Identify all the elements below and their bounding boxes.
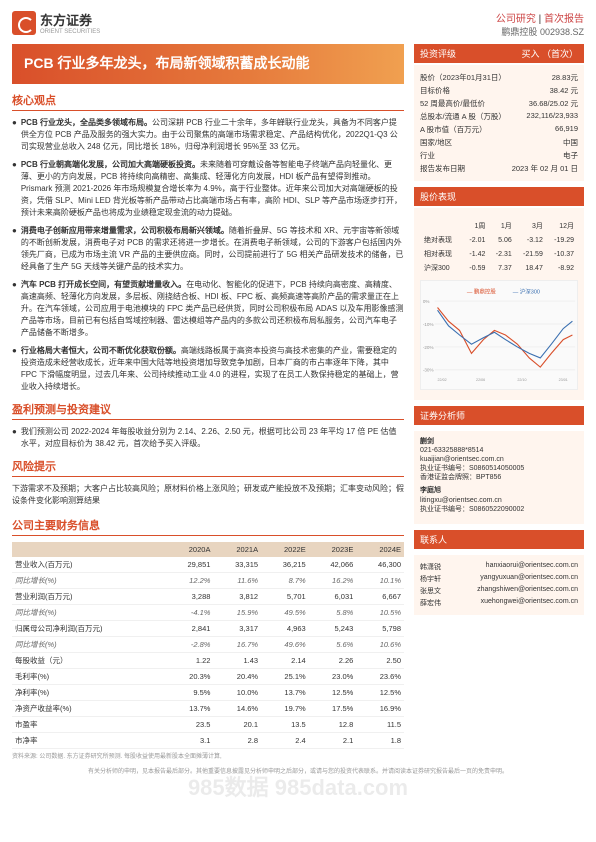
bullet-item: PCB 行业龙头，全品类多领域布局。公司深耕 PCB 行业二十余年，多年蝉联行业… [12, 117, 404, 153]
fin-source: 资料来源: 公司数据. 东方证券研究所预测. 每股收益使用最新股本全面摊薄计算, [12, 751, 404, 760]
fin-row: 市净率3.12.82.42.11.8 [12, 732, 404, 748]
fin-row: 每股收益（元）1.221.432.142.262.50 [12, 652, 404, 668]
contact-item: 张思文zhangshiwen@orientsec.com.cn [420, 585, 578, 597]
title-banner: PCB 行业多年龙头，布局新领域积蓄成长动能 [12, 44, 404, 84]
contact-item: 杨宇轩yangyuxuan@orientsec.com.cn [420, 573, 578, 585]
financial-heading: 公司主要财务信息 [12, 517, 404, 536]
info-row: 股价（2023年01月31日）28.83元 [420, 71, 578, 84]
analyst-header: 证券分析师 [414, 406, 584, 425]
bullet-item: 汽车 PCB 打开成长空间，有望贡献增量收入。在电动化、智能化的促进下，PCB … [12, 279, 404, 339]
svg-text:22/06: 22/06 [476, 378, 485, 382]
info-row: 行业电子 [420, 149, 578, 162]
stock-name: 鹏鼎控股 [501, 27, 537, 37]
contact-item: 薛宏伟xuehongwei@orientsec.com.cn [420, 597, 578, 609]
info-row: A 股市值（百万元）66,919 [420, 123, 578, 136]
forecast-heading: 盈利预测与投资建议 [12, 401, 404, 420]
report-type: 首次报告 [544, 14, 584, 25]
svg-text:-10%: -10% [423, 322, 434, 327]
perf-header: 股价表现 [414, 187, 584, 206]
risk-heading: 风险提示 [12, 458, 404, 477]
fin-row: 归属母公司净利润(百万元)2,8413,3174,9635,2435,798 [12, 620, 404, 636]
financial-table: 2020A2021A2022E2023E2024E 营业收入(百万元)29,85… [12, 542, 404, 749]
perf-row: 绝对表现-2.015.06-3.12-19.29 [422, 234, 576, 246]
fin-row: 市盈率23.520.113.512.811.5 [12, 716, 404, 732]
info-row: 目标价格38.42 元 [420, 84, 578, 97]
fin-row: 营业利润(百万元)3,2883,8125,7016,0316,667 [12, 588, 404, 604]
report-title: PCB 行业多年龙头，布局新领域积蓄成长动能 [24, 54, 392, 74]
info-row: 国家/地区中国 [420, 136, 578, 149]
info-row: 报告发布日期2023 年 02 月 01 日 [420, 162, 578, 175]
info-row: 52 周最高价/最低价36.68/25.02 元 [420, 97, 578, 110]
svg-text:-20%: -20% [423, 345, 434, 350]
svg-text:— 鹏鼎控股: — 鹏鼎控股 [467, 288, 497, 296]
logo: 东方证券 ORIENT SECURITIES [12, 10, 100, 35]
fin-row: 毛利率(%)20.3%20.4%25.1%23.0%23.6% [12, 668, 404, 684]
forecast-text: 我们预测公司 2022-2024 年每股收益分别为 2.14、2.26、2.50… [12, 426, 404, 450]
fin-row: 同比增长(%)-4.1%15.9%49.5%5.8%10.5% [12, 604, 404, 620]
risk-text: 下游需求不及预期；大客户占比较高风险；原材料价格上涨风险；研发或产能投放不及预期… [12, 483, 404, 507]
fin-row: 净资产收益率(%)13.7%14.6%19.7%17.5%16.9% [12, 700, 404, 716]
fin-row: 净利率(%)9.5%10.0%13.7%12.5%12.5% [12, 684, 404, 700]
page-header: 东方证券 ORIENT SECURITIES 公司研究 | 首次报告 鹏鼎控股 … [12, 10, 584, 38]
analyst-item: 李庭旭litingxu@orientsec.com.cn执业证书编号：S0860… [420, 486, 578, 513]
stock-code: 002938.SZ [540, 27, 584, 37]
perf-table: 1周1月3月12月 绝对表现-2.015.06-3.12-19.29相对表现-1… [420, 218, 578, 276]
stock-info: 股价（2023年01月31日）28.83元目标价格38.42 元52 周最高价/… [414, 65, 584, 181]
svg-text:-30%: -30% [423, 368, 434, 373]
price-chart: — 鹏鼎控股 — 沪深300 0% -10% -20% -30% 22/02 2… [420, 280, 578, 390]
fin-row: 营业收入(百万元)29,85133,31536,21542,06646,300 [12, 557, 404, 573]
rating-header: 投资评级买入 （首次） [414, 44, 584, 63]
contact-header: 联系人 [414, 530, 584, 549]
company-en: ORIENT SECURITIES [40, 29, 100, 35]
core-views-heading: 核心观点 [12, 92, 404, 111]
company-name: 东方证券 [40, 10, 100, 29]
svg-text:22/10: 22/10 [517, 378, 526, 382]
header-right: 公司研究 | 首次报告 鹏鼎控股 002938.SZ [496, 10, 584, 38]
bullet-item: PCB 行业朝高端化发展，公司加大高端硬板投资。未来随着可穿戴设备等智能电子终端… [12, 159, 404, 219]
perf-row: 沪深300-0.597.3718.47-8.92 [422, 262, 576, 274]
bullet-item: 消费电子创新应用带来增量需求，公司积极布局新兴领域。随着折叠屏、5G 等技术和 … [12, 225, 404, 273]
perf-box: 1周1月3月12月 绝对表现-2.015.06-3.12-19.29相对表现-1… [414, 208, 584, 400]
contact-item: 韩潇锐hanxiaorui@orientsec.com.cn [420, 561, 578, 573]
contact-box: 韩潇锐hanxiaorui@orientsec.com.cn杨宇轩yangyux… [414, 555, 584, 615]
analyst-box: 蒯剑021-63325888*8514kuaijian@orientsec.co… [414, 431, 584, 524]
svg-text:— 沪深300: — 沪深300 [513, 288, 540, 296]
info-row: 总股本/流通 A 股（万股）232,116/23,933 [420, 110, 578, 123]
disclaimer: 有关分析师的申明，见本报告最后部分。其他重要信息披露见分析师申明之后部分，或请与… [12, 766, 584, 775]
perf-row: 相对表现-1.42-2.31-21.59-10.37 [422, 248, 576, 260]
svg-text:0%: 0% [423, 299, 430, 304]
logo-icon [12, 11, 36, 35]
doc-type: 公司研究 [496, 14, 536, 25]
watermark: 985数据 985data.com [188, 770, 408, 802]
fin-row: 同比增长(%)-2.8%16.7%49.6%5.6%10.6% [12, 636, 404, 652]
bullet-item: 行业格局大者恒大，公司不断优化获取份额。高端线路板属于高资本投资与高技术密集的产… [12, 345, 404, 393]
analyst-item: 蒯剑021-63325888*8514kuaijian@orientsec.co… [420, 437, 578, 482]
svg-text:23/01: 23/01 [559, 378, 568, 382]
fin-row: 同比增长(%)12.2%11.6%8.7%16.2%10.1% [12, 572, 404, 588]
svg-text:22/02: 22/02 [438, 378, 447, 382]
